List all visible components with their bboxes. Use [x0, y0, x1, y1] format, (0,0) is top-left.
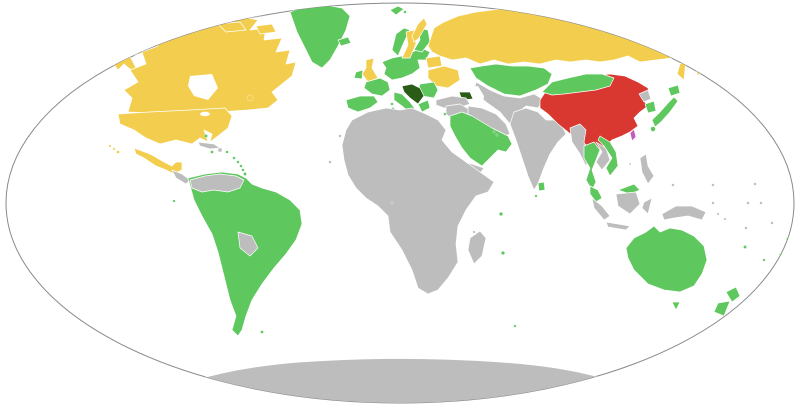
region-north-korea — [638, 89, 652, 103]
region-hawaii — [108, 144, 120, 154]
region-new-zealand — [713, 286, 741, 317]
region-india — [509, 107, 567, 191]
region-south-america — [187, 171, 303, 337]
region-bolivia — [237, 231, 259, 257]
region-pacific-islands-gray — [671, 182, 774, 230]
region-central-asia — [473, 81, 545, 129]
region-australia — [625, 225, 708, 293]
region-france — [363, 77, 391, 97]
region-ireland — [353, 69, 364, 80]
region-vietnam — [597, 135, 619, 177]
region-cape-verde — [328, 160, 332, 164]
region-kerguelen — [513, 324, 517, 328]
region-mexico — [133, 147, 183, 175]
region-newfoundland — [246, 94, 254, 102]
region-iberia — [345, 95, 379, 113]
region-colombia-venezuela — [189, 173, 245, 193]
region-new-guinea — [661, 205, 707, 221]
region-seychelles — [499, 212, 503, 216]
region-norway — [391, 27, 411, 57]
region-qatar-bahrain — [492, 130, 499, 137]
region-svalbard — [389, 5, 407, 16]
region-hispaniola — [217, 147, 223, 153]
region-finland — [413, 27, 431, 53]
region-trinidad — [243, 172, 247, 176]
region-comoros — [472, 230, 476, 234]
region-sri-lanka — [537, 181, 546, 192]
hudson-bay — [188, 74, 218, 100]
region-greece — [417, 99, 431, 113]
region-africa — [341, 107, 495, 295]
region-south-korea — [644, 100, 657, 114]
region-mongolia — [541, 73, 615, 96]
region-russia — [427, 6, 755, 65]
region-ukraine — [427, 65, 461, 89]
region-bahamas — [204, 134, 208, 138]
region-galapagos — [172, 199, 176, 203]
region-lesser-antilles — [232, 156, 245, 172]
region-western-balkans — [401, 83, 425, 105]
region-central-america — [171, 169, 191, 185]
region-madagascar — [467, 230, 487, 265]
region-malaysia-peninsula — [589, 185, 603, 203]
region-jamaica — [210, 150, 214, 154]
region-falkland-islands — [260, 330, 264, 334]
region-arabia — [449, 111, 513, 167]
region-kazakhstan — [469, 63, 553, 97]
region-luzon-strait-islet — [628, 162, 632, 166]
region-japan — [650, 84, 681, 132]
great-lakes — [200, 111, 210, 117]
region-canary-islands — [338, 134, 342, 138]
region-tasmania — [671, 301, 681, 311]
region-usa — [117, 107, 233, 145]
region-novaya-zemlya — [411, 17, 428, 43]
region-philippines — [639, 153, 655, 185]
region-cuba — [197, 141, 221, 150]
region-iceland — [337, 36, 352, 47]
region-taiwan — [629, 128, 637, 142]
region-belarus — [425, 55, 443, 69]
region-indonesia — [591, 191, 653, 231]
region-thailand — [583, 141, 601, 191]
region-mauritius — [501, 251, 505, 255]
region-puerto-rico — [225, 150, 229, 154]
region-maldives — [534, 194, 538, 198]
region-sao-tome — [390, 201, 394, 205]
